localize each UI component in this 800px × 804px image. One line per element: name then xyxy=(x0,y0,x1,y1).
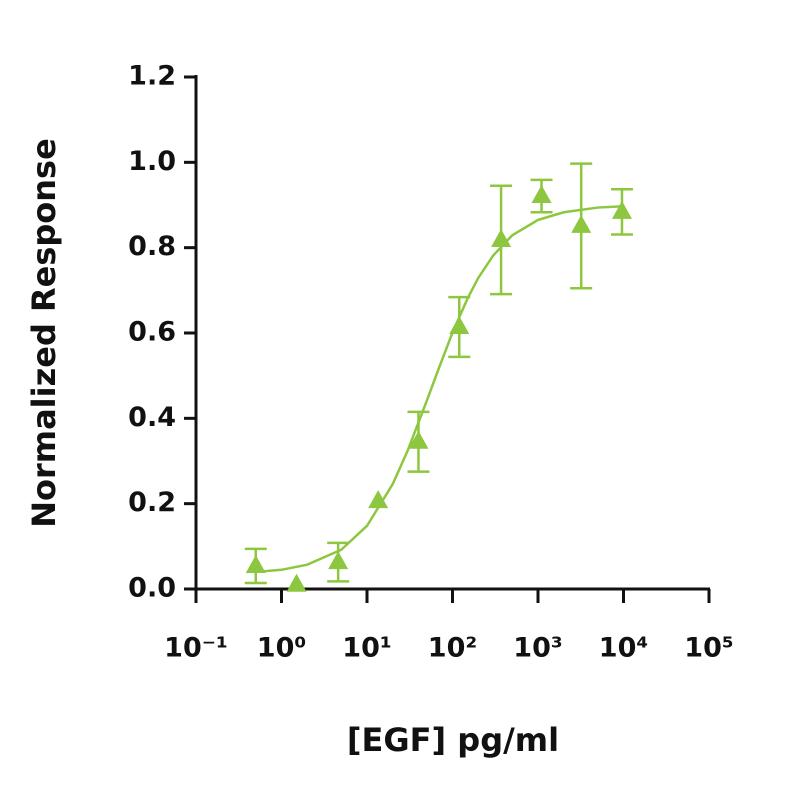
data-point xyxy=(245,554,266,573)
x-tick-label: 10⁵ xyxy=(684,633,733,664)
fit-curve xyxy=(255,205,624,574)
y-tick-label: 0.0 xyxy=(128,573,176,604)
y-tick-label: 0.4 xyxy=(128,402,176,433)
data-point xyxy=(491,228,512,247)
x-axis-title: [EGF] pg/ml xyxy=(347,721,559,759)
y-axis-title: Normalized Response xyxy=(25,138,63,528)
y-tick-label: 0.8 xyxy=(128,231,176,262)
y-tick-label: 0.2 xyxy=(128,487,176,518)
data-point xyxy=(611,200,632,219)
data-point xyxy=(408,430,429,449)
x-tick-label: 10⁴ xyxy=(599,633,648,664)
x-tick-label: 10² xyxy=(428,633,477,664)
data-point xyxy=(368,490,389,509)
x-tick-label: 10¹ xyxy=(342,633,391,664)
data-point xyxy=(449,316,470,335)
data-point xyxy=(531,185,552,204)
data-point xyxy=(286,573,307,592)
x-tick-label: 10³ xyxy=(513,633,562,664)
data-point xyxy=(328,551,349,570)
data-point xyxy=(571,214,592,233)
x-tick-label: 10⁻¹ xyxy=(164,633,228,664)
y-tick-label: 0.6 xyxy=(128,317,176,348)
x-tick-label: 10⁰ xyxy=(257,633,306,664)
y-tick-label: 1.0 xyxy=(128,146,176,177)
y-tick-label: 1.2 xyxy=(128,61,176,92)
